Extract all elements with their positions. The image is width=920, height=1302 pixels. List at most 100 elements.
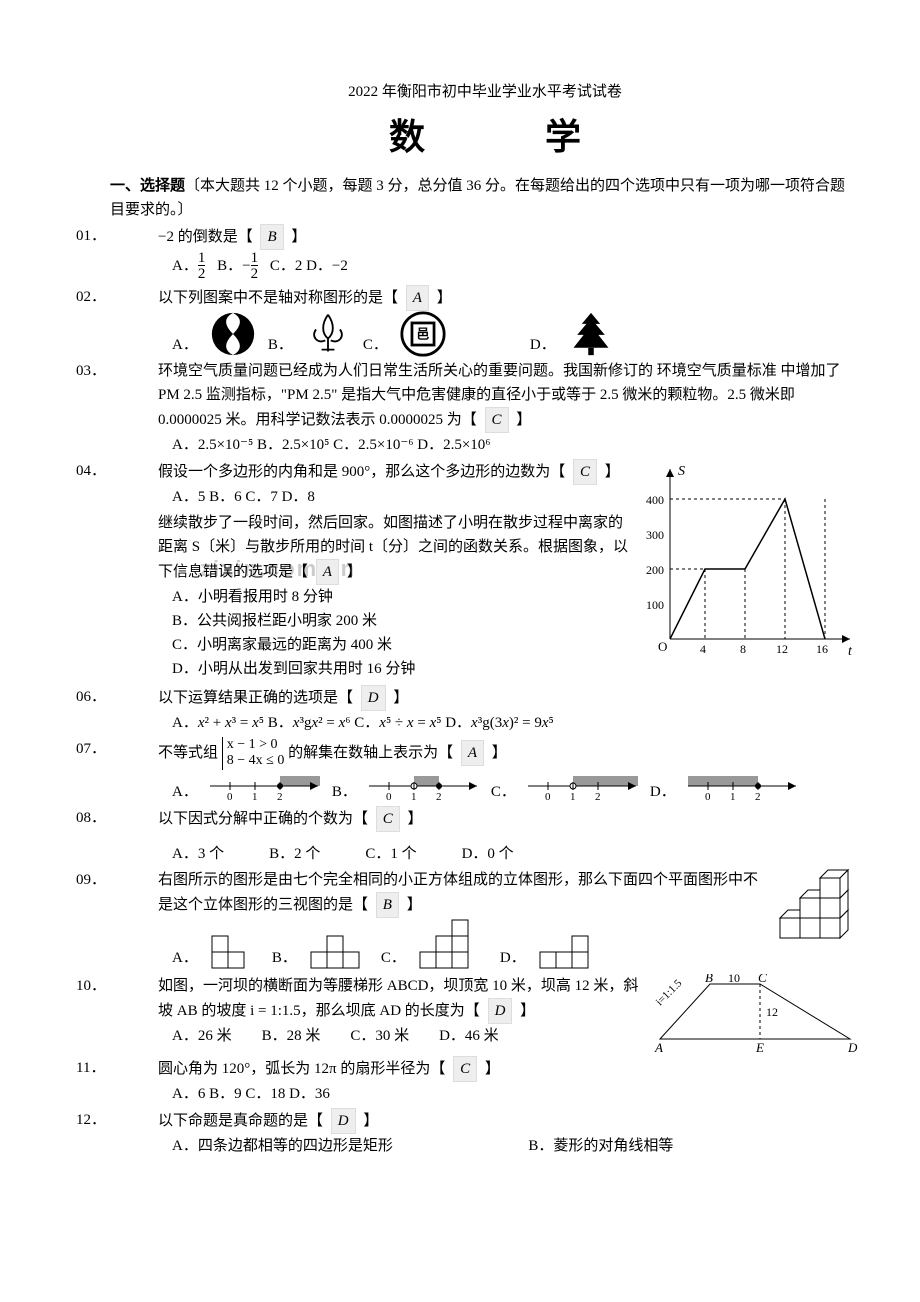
trapezoid-diagram: A B C D E 10 12 i=1:1.5	[650, 974, 860, 1054]
question-02: 02． 以下列图案中不是轴对称图形的是【 A 】 A． B． C． 邑 D．	[110, 285, 860, 357]
q-tail: 】	[363, 1113, 378, 1129]
question-08: 08． 以下因式分解中正确的个数为【 C 】 A．3 个 B．2 个 C．1 个…	[110, 806, 860, 866]
qnum: 11．	[76, 1056, 105, 1080]
qnum: 03．	[76, 359, 106, 383]
svg-text:2: 2	[755, 791, 761, 803]
q-text: 圆心角为 120°，弧长为 12π 的扇形半径为【	[158, 1061, 445, 1077]
q-text: −2 的倒数是【	[158, 229, 253, 245]
view-options: A． B． C． D．	[158, 918, 762, 970]
svg-text:C: C	[758, 974, 767, 985]
section-desc: 〔本大题共 12 个小题，每题 3 分，总分值 36 分。在每题给出的四个选项中…	[110, 178, 845, 218]
options: A．5 B．6 C．7 D．8	[158, 485, 860, 509]
svg-text:邑: 邑	[416, 327, 429, 341]
qnum: 08．	[76, 806, 106, 830]
opt-d-label: D．	[530, 333, 556, 357]
q-tail: 】	[437, 290, 452, 306]
q-text: 以下列图案中不是轴对称图形的是【	[158, 290, 398, 306]
q-text: 继续散步了一段时间，然后回家。如图描述了小明在散步过程中离家的距离 S〔米〕与散…	[158, 515, 628, 580]
answer-box: C	[376, 806, 400, 832]
svg-text:0: 0	[705, 791, 711, 803]
q-tail: 】	[492, 745, 507, 761]
answer-box: B	[376, 892, 399, 918]
svg-text:2: 2	[277, 791, 283, 803]
opt-b-label: B．	[272, 946, 297, 970]
question-10: A B C D E 10 12 i=1:1.5 10． 如图，一河坝的横断面为等…	[110, 974, 860, 1048]
q-tail: 】	[605, 464, 620, 480]
section-1-header: 一、选择题〔本大题共 12 个小题，每题 3 分，总分值 36 分。在每题给出的…	[110, 174, 860, 222]
question-12: 12． 以下命题是真命题的是【 D 】 A．四条边都相等的四边形是矩形 B．菱形…	[110, 1108, 860, 1158]
answer-box: D	[488, 998, 513, 1024]
svg-text:E: E	[755, 1040, 764, 1054]
sys-1: x − 1 > 0	[227, 737, 278, 752]
opt-a-label: A．	[172, 946, 198, 970]
numline-c: 012	[528, 770, 638, 804]
qnum: 09．	[76, 868, 106, 892]
fleur-icon	[305, 311, 351, 357]
opt-b-label: B．	[268, 333, 293, 357]
svg-text:0: 0	[227, 791, 233, 803]
opt-a-label: A．	[172, 333, 198, 357]
view-b	[309, 934, 369, 970]
tree-icon	[568, 311, 614, 357]
q-tail: 】	[520, 1003, 535, 1019]
svg-text:B: B	[705, 974, 713, 985]
svg-text:1: 1	[570, 791, 576, 803]
q-tail: 】	[407, 897, 422, 913]
question-11: 11． 圆心角为 120°，弧长为 12π 的扇形半径为【 C 】 A．6 B．…	[110, 1056, 860, 1106]
answer-box: A	[461, 740, 484, 766]
view-a	[210, 934, 260, 970]
opt-a: A．小明看报用时 8 分钟	[158, 585, 860, 609]
svg-text:2: 2	[436, 791, 442, 803]
answer-box: A	[316, 559, 339, 585]
options: A．3 个 B．2 个 C．1 个 D．0 个	[158, 842, 860, 866]
q-text2: 的解集在数轴上表示为【	[288, 745, 453, 761]
qnum: 06．	[76, 685, 106, 709]
question-04: 04． 假设一个多边形的内角和是 900°，那么这个多边形的边数为【 C 】 A…	[110, 459, 860, 509]
q-tail: 】	[291, 229, 306, 245]
qnum: 04．	[76, 459, 106, 483]
question-05: zixin.com.cn 继续散步了一段时间，然后回家。如图描述了小明在散步过程…	[110, 511, 860, 681]
q-text: 假设一个多边形的内角和是 900°，那么这个多边形的边数为【	[158, 464, 565, 480]
exam-title: 数学	[110, 108, 860, 166]
options: A．6 B．9 C．18 D．36	[158, 1082, 860, 1106]
options: A．四条边都相等的四边形是矩形 B．菱形的对角线相等	[158, 1134, 860, 1158]
svg-text:10: 10	[728, 974, 740, 985]
question-06: 06． 以下运算结果正确的选项是【 D 】 A．x² + x³ = x⁵ B．x…	[110, 685, 860, 735]
q-tail: 】	[347, 564, 362, 580]
question-03: 03． 环境空气质量问题已经成为人们日常生活所关心的重要问题。我国新修订的 环境…	[110, 359, 860, 457]
svg-text:1: 1	[252, 791, 258, 803]
view-c	[418, 918, 488, 970]
numline-a: 0 1 2	[210, 770, 320, 804]
q-text: 右图所示的图形是由七个完全相同的小正方体组成的立体图形，那么下面四个平面图形中不…	[158, 872, 758, 913]
opt-b: B．菱形的对角线相等	[528, 1138, 673, 1154]
svg-text:1: 1	[411, 791, 417, 803]
option-icons: A． B． C． 邑 D．	[158, 311, 860, 357]
opt-d-label: D．	[500, 946, 526, 970]
q-tail: 】	[408, 811, 423, 827]
answer-box: C	[453, 1056, 477, 1082]
question-07: 07． 不等式组 x − 1 > 0 8 − 4x ≤ 0 的解集在数轴上表示为…	[110, 737, 860, 805]
svg-text:1: 1	[730, 791, 736, 803]
page-header: 2022 年衡阳市初中毕业学业水平考试试卷 数学	[110, 80, 860, 166]
answer-box: C	[485, 407, 509, 433]
qnum: 10．	[76, 974, 106, 998]
section-label: 一、选择题	[110, 178, 185, 194]
svg-text:D: D	[847, 1040, 858, 1054]
q-tail: 】	[485, 1061, 500, 1077]
svg-text:A: A	[654, 1040, 663, 1054]
question-01: 01． −2 的倒数是【 B 】 A．12 B．−12 C．2 D．−2	[110, 224, 860, 283]
svg-text:0: 0	[386, 791, 392, 803]
options: A．12 B．−12 C．2 D．−2	[158, 250, 860, 283]
svg-text:i=1:1.5: i=1:1.5	[654, 977, 685, 1008]
question-09: 09． 右图所示的图形是由七个完全相同的小正方体组成的立体图形，那么下面四个平面…	[110, 868, 860, 970]
answer-box: B	[260, 224, 283, 250]
q-text: 以下命题是真命题的是【	[158, 1113, 323, 1129]
opt-a: A．四条边都相等的四边形是矩形	[172, 1138, 393, 1154]
svg-text:12: 12	[766, 1005, 778, 1019]
q-tail: 】	[516, 412, 531, 428]
opt-c-label: C．	[491, 780, 516, 804]
opt-c-label: C．	[381, 946, 406, 970]
q-text: 以下因式分解中正确的个数为【	[158, 811, 368, 827]
sys-2: 8 − 4x ≤ 0	[227, 753, 285, 768]
qnum: 02．	[76, 285, 106, 309]
